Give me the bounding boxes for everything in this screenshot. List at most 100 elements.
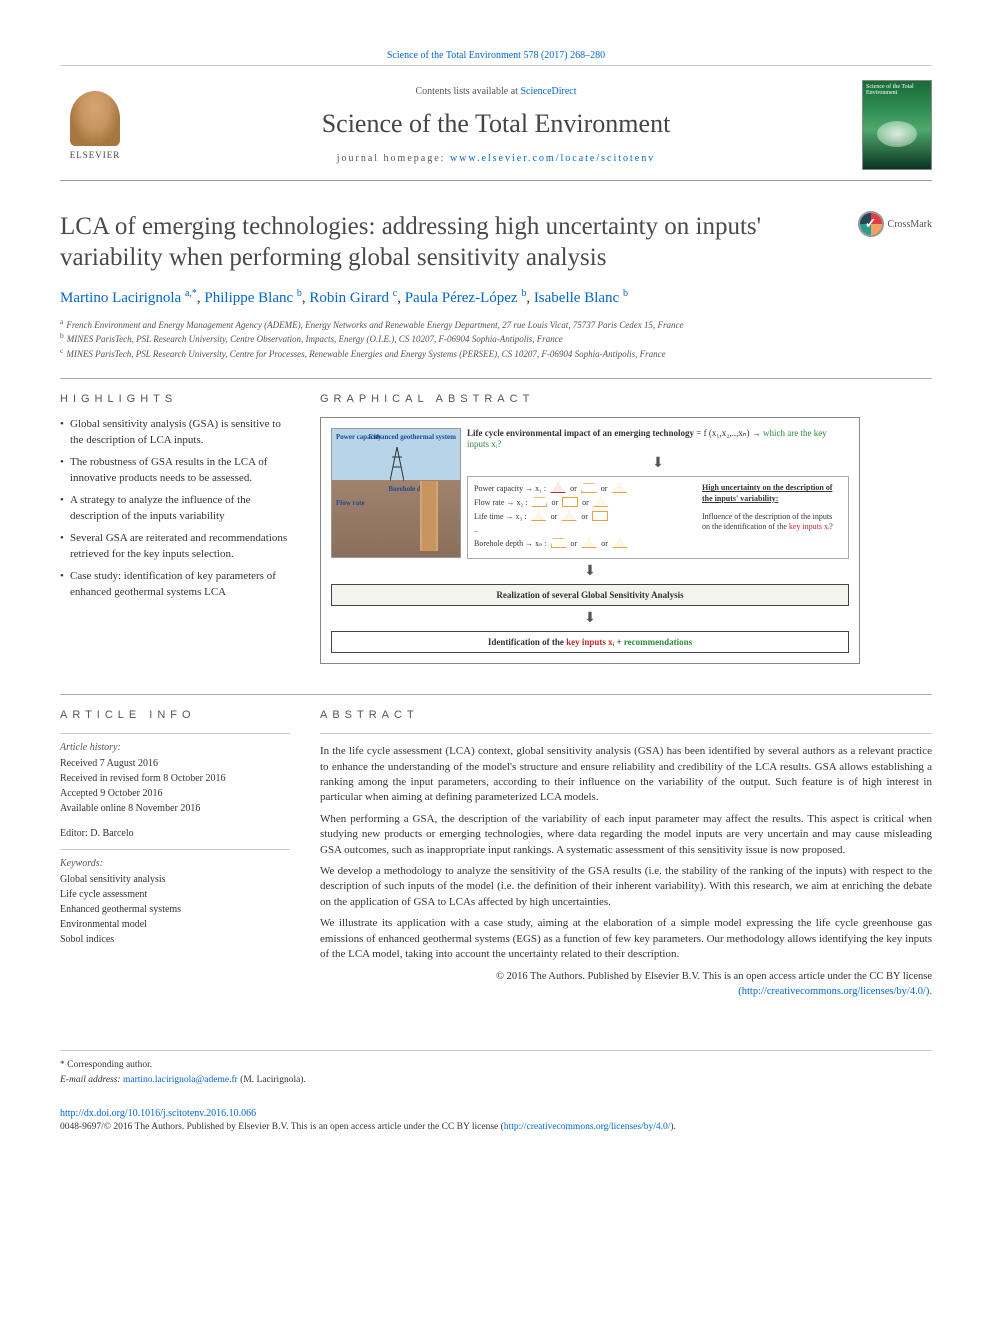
journal-name: Science of the Total Environment xyxy=(130,109,862,139)
affiliations: aFrench Environment and Energy Managemen… xyxy=(60,317,932,361)
abstract-paragraph: We illustrate its application with a cas… xyxy=(320,916,932,962)
author-aff[interactable]: b xyxy=(297,288,302,299)
trapezoid-icon xyxy=(551,538,567,548)
ga-param-row: Flow rate → x₂ : or or xyxy=(474,497,692,507)
author-aff[interactable]: b xyxy=(623,288,628,299)
corresponding-author: * Corresponding author. xyxy=(60,1059,932,1072)
author-link[interactable]: Isabelle Blanc xyxy=(534,290,619,306)
author-link[interactable]: Martino Lacirignola xyxy=(60,290,181,306)
abstract-heading: ABSTRACT xyxy=(320,709,932,721)
email-link[interactable]: martino.lacirignola@ademe.fr xyxy=(123,1075,238,1085)
publisher-logo[interactable]: ELSEVIER xyxy=(60,85,130,165)
contents-line: Contents lists available at ScienceDirec… xyxy=(130,86,862,97)
rect-icon xyxy=(592,511,608,521)
arrow-down-icon: ⬇ xyxy=(331,563,849,580)
history-list: Received 7 August 2016 Received in revis… xyxy=(60,756,290,816)
doi-link[interactable]: http://dx.doi.org/10.1016/j.scitotenv.20… xyxy=(60,1108,256,1119)
author-link[interactable]: Robin Girard xyxy=(309,290,389,306)
article-info-heading: ARTICLE INFO xyxy=(60,709,290,721)
ga-params-box: Power capacity → x₁ : or or Flow rate → … xyxy=(467,476,849,559)
trapezoid-icon xyxy=(531,497,547,507)
highlight-item: A strategy to analyze the influence of t… xyxy=(60,493,290,525)
trapezoid-icon xyxy=(581,483,597,493)
homepage-line: journal homepage: www.elsevier.com/locat… xyxy=(130,153,862,164)
footer: * Corresponding author. E-mail address: … xyxy=(60,1050,932,1135)
highlight-item: The robustness of GSA results in the LCA… xyxy=(60,455,290,487)
copyright-line: © 2016 The Authors. Published by Elsevie… xyxy=(320,970,932,999)
journal-header: ELSEVIER Contents lists available at Sci… xyxy=(60,72,932,181)
keyword: Life cycle assessment xyxy=(60,887,290,902)
highlight-item: Case study: identification of key parame… xyxy=(60,569,290,601)
borehole-icon xyxy=(420,481,438,551)
highlight-item: Global sensitivity analysis (GSA) is sen… xyxy=(60,417,290,449)
affiliation-row: bMINES ParisTech, PSL Research Universit… xyxy=(60,331,932,346)
doi-line: http://dx.doi.org/10.1016/j.scitotenv.20… xyxy=(60,1107,932,1121)
rect-icon xyxy=(562,497,578,507)
abstract-paragraph: When performing a GSA, the description o… xyxy=(320,812,932,858)
ga-params-caption: High uncertainty on the description of t… xyxy=(702,483,842,552)
ga-step-box: Realization of several Global Sensitivit… xyxy=(331,584,849,606)
ga-param-row: .. xyxy=(474,525,692,534)
triangle-icon xyxy=(611,483,627,493)
header-center: Contents lists available at ScienceDirec… xyxy=(130,86,862,164)
journal-cover-thumbnail[interactable]: Science of the Total Environment xyxy=(862,80,932,170)
arrow-down-icon: ⬇ xyxy=(467,455,849,472)
author-link[interactable]: Paula Pérez-López xyxy=(405,290,518,306)
abstract-paragraph: In the life cycle assessment (LCA) conte… xyxy=(320,744,932,806)
crossmark-icon xyxy=(858,211,884,237)
author-aff[interactable]: b xyxy=(521,288,526,299)
sciencedirect-link[interactable]: ScienceDirect xyxy=(520,86,576,97)
homepage-link[interactable]: www.elsevier.com/locate/scitotenv xyxy=(450,153,655,164)
ga-param-row: Power capacity → x₁ : or or xyxy=(474,483,692,493)
publisher-name: ELSEVIER xyxy=(70,150,121,160)
authors-line: Martino Lacirignola a,*, Philippe Blanc … xyxy=(60,288,932,307)
highlights-heading: HIGHLIGHTS xyxy=(60,393,290,405)
ga-param-row: Borehole depth → xₙ : or or xyxy=(474,538,692,548)
history-item: Available online 8 November 2016 xyxy=(60,801,290,816)
author: Philippe Blanc b xyxy=(204,290,302,306)
triangle-icon xyxy=(550,483,566,493)
cc-license-link[interactable]: http://creativecommons.org/licenses/by/4… xyxy=(504,1122,671,1132)
graphical-abstract: Power capacity Enhanced geothermal syste… xyxy=(320,417,860,664)
author-corr[interactable]: * xyxy=(192,288,197,299)
author: Paula Pérez-López b xyxy=(405,290,527,306)
keywords-list: Global sensitivity analysis Life cycle a… xyxy=(60,872,290,947)
keyword: Enhanced geothermal systems xyxy=(60,902,290,917)
author-link[interactable]: Philippe Blanc xyxy=(204,290,293,306)
triangle-icon xyxy=(581,538,597,548)
derrick-icon xyxy=(390,447,404,481)
editor-line: Editor: D. Barcelo xyxy=(60,826,290,841)
author-aff[interactable]: c xyxy=(393,288,397,299)
author-aff[interactable]: a, xyxy=(185,288,192,299)
abstract-paragraph: We develop a methodology to analyze the … xyxy=(320,864,932,910)
license-line: 0048-9697/© 2016 The Authors. Published … xyxy=(60,1121,932,1134)
abstract-text: In the life cycle assessment (LCA) conte… xyxy=(320,744,932,999)
history-label: Article history: xyxy=(60,742,290,753)
contents-prefix: Contents lists available at xyxy=(415,86,520,97)
author: Martino Lacirignola a,* xyxy=(60,290,197,306)
author: Robin Girard c xyxy=(309,290,397,306)
graphical-heading: GRAPHICAL ABSTRACT xyxy=(320,393,932,405)
triangle-icon xyxy=(612,538,628,548)
arrow-down-icon: ⬇ xyxy=(331,610,849,627)
crossmark-badge[interactable]: CrossMark xyxy=(858,211,932,237)
citation-line: Science of the Total Environment 578 (20… xyxy=(60,50,932,66)
license-link[interactable]: (http://creativecommons.org/licenses/by/… xyxy=(738,986,932,997)
elsevier-tree-icon xyxy=(70,91,120,146)
history-item: Received in revised form 8 October 2016 xyxy=(60,771,290,786)
author: Isabelle Blanc b xyxy=(534,290,628,306)
ga-label-system: Enhanced geothermal system xyxy=(369,433,457,441)
ga-formula: Life cycle environmental impact of an em… xyxy=(467,428,849,449)
triangle-icon xyxy=(561,511,577,521)
article-title: LCA of emerging technologies: addressing… xyxy=(60,211,858,274)
ga-param-row: Life time → x₃ : or or xyxy=(474,511,692,521)
homepage-prefix: journal homepage: xyxy=(337,153,450,164)
history-item: Accepted 9 October 2016 xyxy=(60,786,290,801)
triangle-icon xyxy=(593,497,609,507)
keyword: Environmental model xyxy=(60,917,290,932)
highlights-list: Global sensitivity analysis (GSA) is sen… xyxy=(60,417,290,600)
crossmark-label: CrossMark xyxy=(888,219,932,230)
citation-link[interactable]: Science of the Total Environment 578 (20… xyxy=(387,50,605,61)
highlight-item: Several GSA are reiterated and recommend… xyxy=(60,531,290,563)
affiliation-row: aFrench Environment and Energy Managemen… xyxy=(60,317,932,332)
